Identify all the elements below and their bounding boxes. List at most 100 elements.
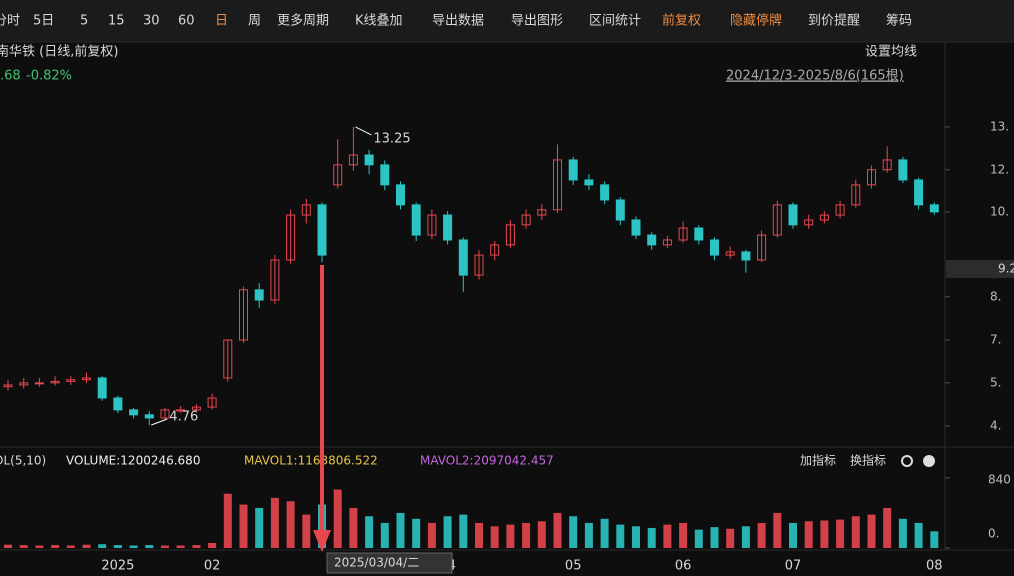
volume-bar xyxy=(632,526,640,548)
volume-bar xyxy=(35,545,44,548)
tooltip-label: 2025/03/04/二 xyxy=(334,556,419,570)
volume-bar xyxy=(98,544,107,548)
volume-bar xyxy=(710,527,719,548)
candle-body xyxy=(254,289,264,301)
volume-bar xyxy=(726,528,735,548)
candle-body xyxy=(348,154,358,166)
volume-bar xyxy=(898,518,907,548)
toolbar-item[interactable]: 区间统计 xyxy=(589,14,641,29)
candle-body xyxy=(553,159,562,211)
candle-body xyxy=(66,379,76,382)
candle-body xyxy=(427,214,437,236)
volume-bar xyxy=(522,522,531,548)
candle-body xyxy=(929,204,939,213)
candle-body xyxy=(804,219,814,226)
vol-tick-label: 840 xyxy=(988,472,1011,486)
volume-bar xyxy=(270,497,279,548)
candle-body xyxy=(301,204,311,216)
toolbar-item[interactable]: 导出数据 xyxy=(432,14,484,29)
candle-body xyxy=(568,159,578,181)
annotation-arrow xyxy=(151,418,168,426)
toolbar-item[interactable]: 5日 xyxy=(33,14,54,29)
toolbar-item[interactable]: 60 xyxy=(178,14,195,29)
candle-body xyxy=(647,234,657,246)
volume-bar xyxy=(239,504,248,548)
gear-icon[interactable] xyxy=(901,455,913,467)
candle-body xyxy=(741,251,751,261)
volume-bar xyxy=(537,521,546,548)
y-tick-label: 7. xyxy=(990,333,1001,347)
volume-bar xyxy=(820,520,829,548)
toolbar-item[interactable]: 更多周期 xyxy=(277,13,329,29)
toolbar-item[interactable]: 5 xyxy=(80,14,88,29)
candle-body xyxy=(600,184,610,201)
add-indicator[interactable]: 加指标 xyxy=(800,453,836,468)
toolbar-item[interactable]: 30 xyxy=(143,14,160,29)
volume-bar xyxy=(255,507,264,548)
candle-body xyxy=(537,209,547,216)
volume-bar xyxy=(286,501,295,548)
candle-body xyxy=(835,204,845,216)
x-tick-label: 06 xyxy=(675,559,692,574)
candle-body xyxy=(317,204,327,256)
candle-body xyxy=(898,159,908,181)
candle-body xyxy=(364,154,374,166)
toolbar-item[interactable]: 前复权 xyxy=(662,13,701,29)
toolbar-item[interactable]: 导出图形 xyxy=(511,14,563,29)
volume-bar xyxy=(757,522,766,548)
ma-setting[interactable]: 设置均线 xyxy=(865,45,917,60)
candle-body xyxy=(772,204,782,236)
candle-body xyxy=(144,414,154,419)
toolbar-bg xyxy=(0,0,1014,42)
volume-bar xyxy=(616,524,625,548)
volume-bar xyxy=(412,518,421,548)
volume-bar xyxy=(789,522,797,548)
candle-body xyxy=(694,227,704,241)
candle-body xyxy=(176,409,186,412)
volume-bar xyxy=(4,544,12,548)
volume-bar xyxy=(647,527,656,548)
candle-body xyxy=(631,219,641,236)
toolbar-item[interactable]: 15 xyxy=(108,14,125,29)
x-tick-label: 05 xyxy=(565,559,582,574)
volume-bar xyxy=(396,512,405,548)
candle-body xyxy=(710,239,719,256)
toolbar-item[interactable]: 筹码 xyxy=(886,13,912,29)
price-tag-label: 9.2 xyxy=(998,262,1014,276)
candle-body xyxy=(97,377,107,399)
candle-body xyxy=(615,199,625,221)
volume-bar xyxy=(553,512,562,548)
toolbar-item[interactable]: 周 xyxy=(248,14,261,29)
pointer-head xyxy=(313,530,331,552)
volume-bar xyxy=(208,542,217,548)
volume-bar xyxy=(930,531,939,548)
volume-bar xyxy=(302,514,311,548)
switch-indicator[interactable]: 换指标 xyxy=(850,453,886,468)
candle-body xyxy=(678,227,688,241)
volume-bar xyxy=(129,545,138,548)
volume-bar xyxy=(851,516,860,548)
toolbar-item[interactable]: 日 xyxy=(215,14,228,29)
toolbar-item[interactable]: K线叠加 xyxy=(355,14,403,29)
annotation-arrow xyxy=(355,126,372,136)
candle-body xyxy=(505,224,515,246)
change: -0.82% xyxy=(26,69,72,84)
candle-body xyxy=(757,234,767,261)
candle-body xyxy=(819,214,829,221)
toolbar-item[interactable]: 隐藏停牌 xyxy=(730,13,782,29)
candle-body xyxy=(725,251,735,256)
volume-bar xyxy=(836,519,845,548)
toolbar-item[interactable]: 到价提醒 xyxy=(808,13,860,29)
y-tick-label: 4. xyxy=(990,419,1001,433)
volume-bar xyxy=(176,545,185,548)
toolbar-item[interactable]: 分时 xyxy=(0,14,20,29)
candle-body xyxy=(223,339,233,379)
candle-body xyxy=(396,184,405,206)
close-icon[interactable] xyxy=(923,455,935,467)
volume-bar xyxy=(663,524,672,548)
candle-body xyxy=(129,409,139,416)
volume-bar xyxy=(333,489,342,548)
y-tick-label: 8. xyxy=(990,289,1001,303)
